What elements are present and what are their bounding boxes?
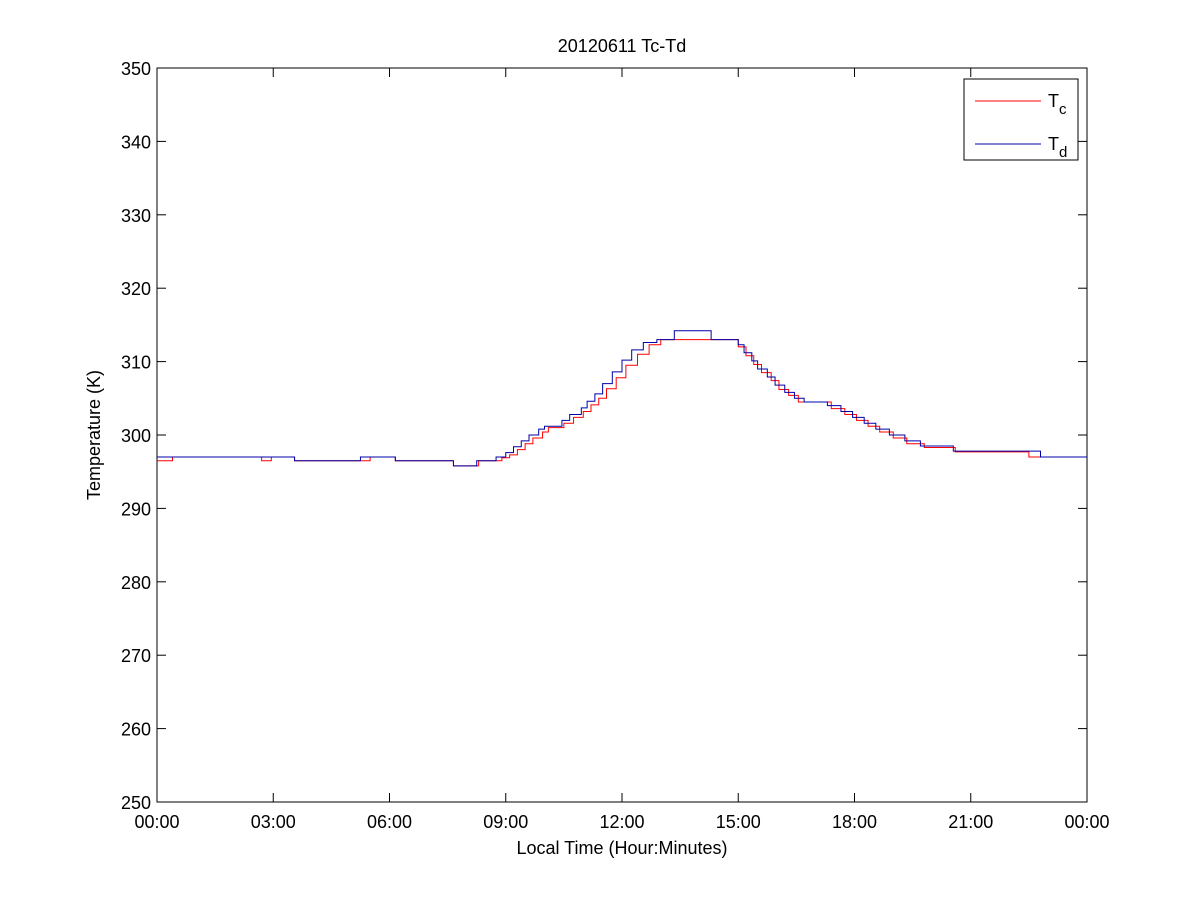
x-tick-label: 00:00 [134,812,179,832]
y-axis-title: Temperature (K) [84,370,104,500]
x-tick-label: 21:00 [948,812,993,832]
legend-label-c: Tc [1048,91,1067,118]
legend: Tc Td [963,78,1079,161]
plot-area [156,67,1088,803]
series-line-td [157,330,1087,467]
x-axis-title: Local Time (Hour:Minutes) [516,838,727,858]
x-tick-label: 09:00 [483,812,528,832]
y-tick-label: 310 [121,353,151,373]
y-tick-label: 340 [121,132,151,152]
y-tick-label: 320 [121,279,151,299]
x-tick-label: 18:00 [832,812,877,832]
y-tick-label: 260 [121,720,151,740]
y-tick-label: 300 [121,426,151,446]
y-tick-label: 270 [121,646,151,666]
x-tick-label: 12:00 [599,812,644,832]
y-tick-label: 350 [121,59,151,79]
y-tick-label: 250 [121,793,151,813]
y-tick-label: 290 [121,499,151,519]
y-tick-label: 280 [121,573,151,593]
legend-box [963,78,1079,161]
y-tick-label: 330 [121,206,151,226]
x-tick-label: 00:00 [1064,812,1109,832]
legend-label-d: Td [1048,134,1067,161]
chart-title: 20120611 Tc-Td [558,36,686,56]
series-layer [157,330,1087,467]
x-tick-label: 03:00 [251,812,296,832]
plot-frame [156,67,1088,803]
tick-layer: 00:00 03:00 06:00 09:00 12:00 15:00 18:00 21:00… [121,59,1110,832]
x-tick-label: 15:00 [716,812,761,832]
x-tick-label: 06:00 [367,812,412,832]
